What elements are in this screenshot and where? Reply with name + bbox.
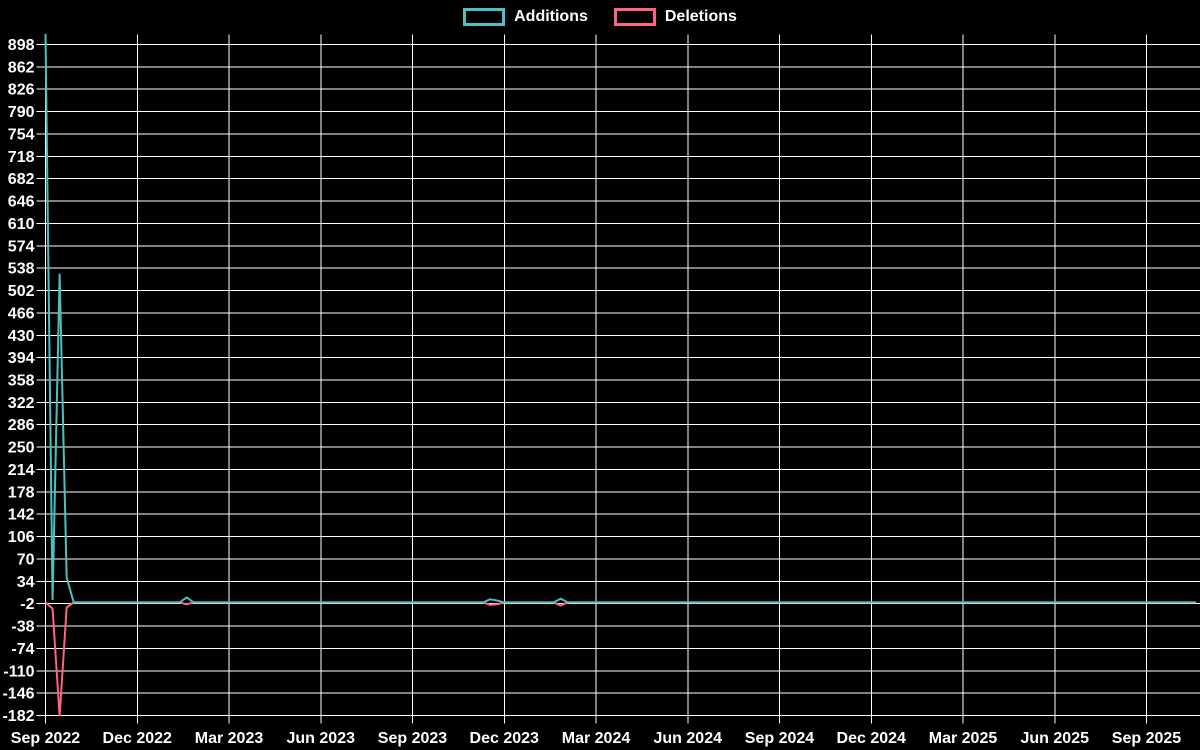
legend-label-additions: Additions [514,8,588,25]
y-axis-label: 430 [8,328,35,345]
y-axis-label: 646 [8,194,35,211]
additions-swatch-icon [463,8,506,26]
y-axis-label: 682 [8,171,35,188]
y-axis-label: -38 [11,619,34,636]
x-axis-label: Mar 2024 [562,730,631,747]
y-axis-label: 826 [8,82,35,99]
x-axis-labels: Sep 2022 Dec 2022 Mar 2023 Jun 2023 Sep 2023… [11,730,1181,747]
y-axis-label: 286 [8,417,35,434]
y-axis-label: 754 [8,126,35,143]
y-axis-labels: 898 862 826 790 754 718 682 646 610 574 538 502 466 4… [2,37,34,725]
y-axis-label: 862 [8,59,35,76]
y-axis-label: 70 [17,551,35,568]
y-axis-label: 394 [8,350,35,367]
additions-line [44,33,1196,604]
x-axis-label: Dec 2023 [470,730,539,747]
y-axis-label: 142 [8,507,35,524]
legend-item-deletions[interactable]: Deletions [613,8,737,26]
legend-item-additions[interactable]: Additions [463,8,588,26]
y-axis-label: -74 [11,641,34,658]
deletions-line [44,601,1196,717]
y-axis-label: 250 [8,440,35,457]
y-axis-label: 34 [17,574,35,591]
x-axis-label: Sep 2023 [378,730,447,747]
x-axis-label: Dec 2022 [103,730,172,747]
y-axis-label: 538 [8,261,35,278]
y-axis-label: 718 [8,149,35,166]
chart-legend: Additions Deletions [0,8,1200,26]
y-axis-label: -110 [3,663,34,680]
deletions-swatch-icon [613,8,656,26]
x-axis-label: Sep 2025 [1112,730,1181,747]
y-axis-label: 358 [8,373,35,390]
x-axis-label: Dec 2024 [837,730,906,747]
y-axis-label: 502 [8,283,35,300]
gridlines [36,34,1200,724]
y-axis-label: 610 [8,216,35,233]
y-axis-label: 790 [8,104,35,121]
y-axis-label: 178 [8,484,35,501]
y-axis-label: 322 [8,395,35,412]
x-axis-label: Jun 2024 [654,730,723,747]
y-axis-label: -2 [20,596,34,613]
legend-label-deletions: Deletions [664,8,737,25]
y-axis-label: 898 [8,37,35,54]
y-axis-label: 214 [8,462,35,479]
y-axis-label: 574 [8,238,35,255]
x-axis-label: Sep 2022 [11,730,80,747]
x-axis-label: Mar 2023 [195,730,264,747]
x-axis-label: Jun 2025 [1021,730,1090,747]
y-axis-label: -182 [2,708,34,725]
y-axis-label: 466 [8,305,35,322]
x-axis-label: Mar 2025 [929,730,998,747]
x-axis-label: Sep 2024 [745,730,814,747]
y-axis-label: -146 [2,686,34,703]
y-axis-label: 106 [8,529,35,546]
x-axis-label: Jun 2023 [287,730,356,747]
